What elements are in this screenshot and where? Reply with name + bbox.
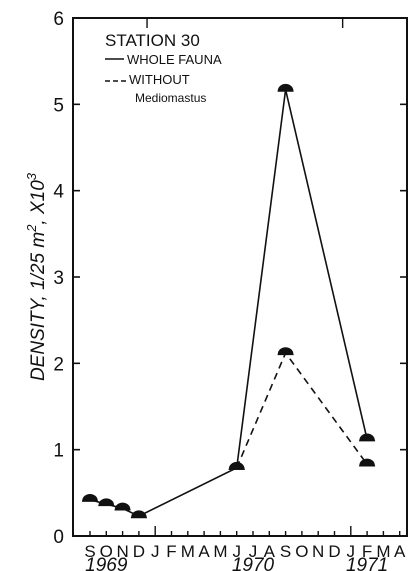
y-axis-ticks: 0 1 2 3 4 5 6 — [53, 9, 407, 548]
series-1-point — [98, 498, 115, 506]
legend-series-2-label: WITHOUT — [129, 72, 190, 87]
legend: STATION 30 WHOLE FAUNA WITHOUT Mediomast… — [105, 31, 222, 105]
series-1-point — [277, 83, 294, 92]
x-tick-label: M — [376, 542, 390, 561]
legend-series-1-label: WHOLE FAUNA — [127, 52, 222, 67]
y-axis-title-mid: , X10 — [28, 180, 49, 225]
legend-title: STATION 30 — [105, 31, 200, 50]
y-axis-title-sup1: 2 — [24, 224, 39, 233]
x-tick-label: J — [151, 542, 160, 561]
x-tick-label: J — [249, 542, 258, 561]
x-year-label: 1970 — [232, 555, 275, 571]
x-tick-label: S — [84, 542, 95, 561]
x-tick-label: O — [295, 542, 308, 561]
x-year-label: 1971 — [346, 555, 388, 571]
y-axis-title-main: DENSITY, 1/25 m — [28, 232, 49, 381]
y-tick-label: 1 — [53, 441, 64, 462]
y-tick-label: 5 — [53, 95, 64, 116]
x-tick-label: M — [213, 542, 227, 561]
series-1-point — [114, 502, 131, 511]
x-tick-label: J — [232, 542, 241, 561]
y-tick-label: 6 — [53, 9, 64, 30]
x-tick-label: S — [280, 542, 291, 561]
y-tick-label: 0 — [53, 527, 64, 548]
x-tick-label: A — [198, 542, 210, 561]
x-tick-label: O — [100, 542, 113, 561]
plot-frame-group — [72, 17, 408, 537]
series-1-point — [82, 493, 98, 502]
x-tick-label: D — [133, 542, 145, 561]
series-1-line — [89, 89, 368, 517]
x-tick-label: A — [394, 542, 406, 561]
x-tick-label: A — [264, 542, 276, 561]
plot-frame — [72, 17, 408, 537]
y-tick-label: 2 — [53, 354, 64, 375]
y-axis-title: DENSITY, 1/25 m2, X103 — [24, 172, 49, 381]
y-tick-label: 3 — [53, 268, 64, 289]
x-tick-label: M — [181, 542, 195, 561]
x-tick-label: F — [362, 542, 372, 561]
series-layer — [82, 83, 376, 519]
y-tick-label: 4 — [53, 182, 64, 203]
series-2-point — [359, 458, 375, 467]
x-tick-label: N — [312, 542, 324, 561]
series-2-point — [277, 347, 294, 355]
series-2-line — [235, 351, 368, 469]
x-tick-label: N — [116, 542, 128, 561]
series-1-point — [359, 433, 375, 442]
x-year-label: 1969 — [85, 555, 128, 571]
x-tick-label: D — [328, 542, 340, 561]
series-1-point — [131, 510, 147, 518]
legend-series-2-sublabel: Mediomastus — [135, 91, 206, 105]
x-tick-label: F — [166, 542, 176, 561]
x-tick-label: J — [347, 542, 356, 561]
series-2-point — [228, 462, 245, 470]
y-axis-title-sup2: 3 — [24, 172, 39, 180]
